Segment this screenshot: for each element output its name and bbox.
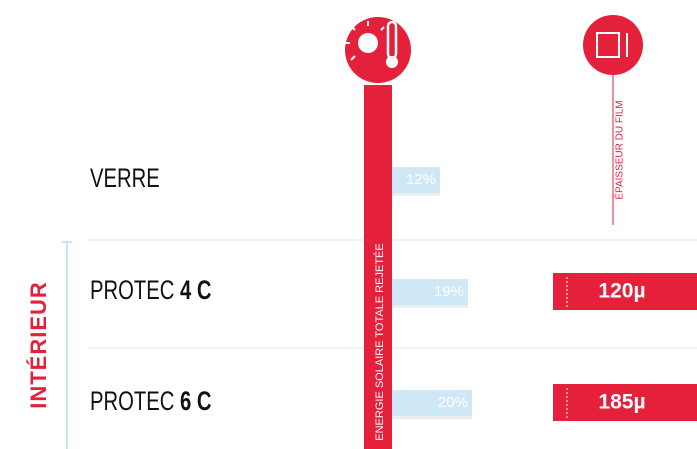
energy-column bbox=[364, 85, 392, 449]
row-model: 6 C bbox=[180, 386, 212, 417]
row-label: VERRE bbox=[90, 163, 160, 194]
thickness-box bbox=[553, 273, 697, 310]
row-label: PROTEC 4 C bbox=[90, 275, 212, 306]
sun-icon bbox=[345, 17, 411, 83]
energy-bar bbox=[392, 167, 440, 193]
thickness-icon bbox=[583, 15, 643, 75]
energy-bar bbox=[392, 279, 468, 305]
thickness-box bbox=[553, 384, 697, 421]
thickness-value: 185µ bbox=[598, 391, 645, 414]
row-label: PROTEC 6 C bbox=[90, 386, 212, 417]
row-model: 4 C bbox=[180, 275, 212, 306]
energy-value: 20% bbox=[438, 394, 468, 411]
thickness-value: 120µ bbox=[598, 280, 645, 303]
row-name: PROTEC bbox=[90, 275, 174, 306]
row-name: VERRE bbox=[90, 163, 160, 194]
energy-bar bbox=[392, 390, 472, 416]
row-name: PROTEC bbox=[90, 386, 174, 417]
energy-value: 19% bbox=[434, 283, 464, 300]
energy-label: ENERGIE SOLAIRE TOTALE REJETÉE bbox=[373, 243, 386, 440]
group-label: INTÉRIEUR bbox=[26, 281, 51, 409]
thickness-header: ÉPAISSEUR DU FILM bbox=[613, 100, 626, 199]
energy-value: 12% bbox=[406, 171, 436, 188]
